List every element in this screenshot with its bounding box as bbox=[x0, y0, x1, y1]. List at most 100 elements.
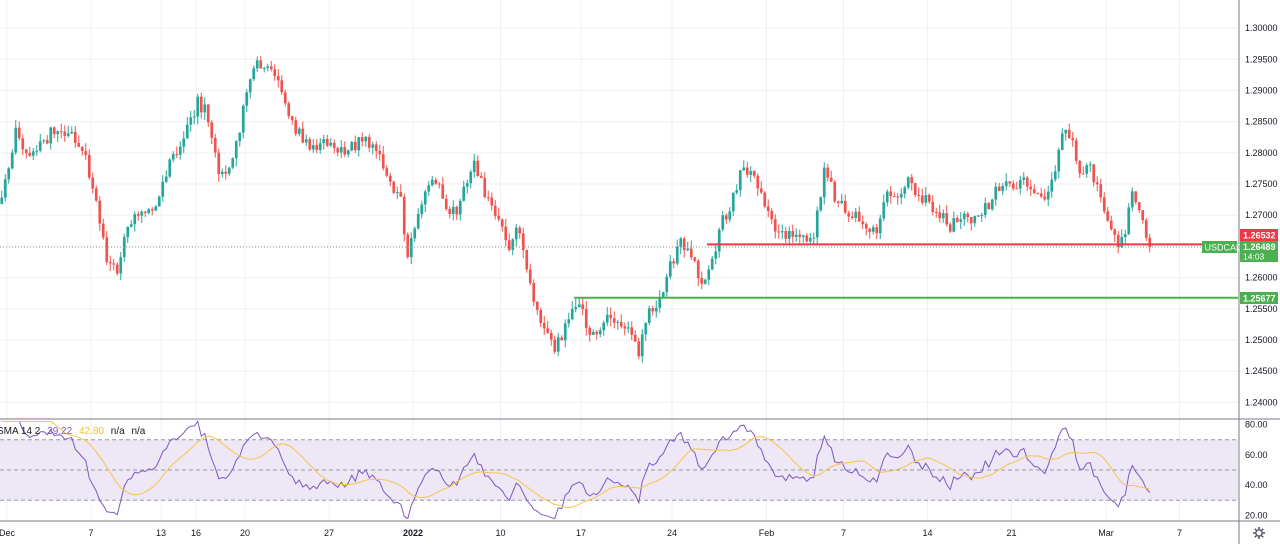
price-tick-label: 1.26000 bbox=[1245, 273, 1278, 283]
rsi-legend-label: SMA 14 2 39.22 42.80 n/a n/a bbox=[0, 426, 146, 437]
candle-body bbox=[1134, 191, 1138, 203]
candle bbox=[371, 141, 375, 155]
candle bbox=[514, 223, 518, 247]
candle bbox=[479, 172, 483, 179]
candle bbox=[245, 89, 249, 112]
candle-body bbox=[899, 193, 903, 198]
candle bbox=[308, 136, 312, 152]
candle-body bbox=[518, 227, 522, 234]
candle-body bbox=[1106, 211, 1110, 221]
candle-body bbox=[1008, 181, 1012, 184]
candle-body bbox=[157, 196, 161, 207]
candle bbox=[605, 307, 609, 326]
candle bbox=[847, 210, 851, 222]
candle-body bbox=[1081, 173, 1085, 175]
candle bbox=[14, 119, 18, 155]
candle bbox=[388, 172, 392, 187]
candle-body bbox=[556, 337, 560, 352]
candle-body bbox=[1074, 140, 1078, 161]
rsi-pane[interactable] bbox=[0, 420, 1238, 520]
candle bbox=[91, 172, 95, 194]
candle-body bbox=[833, 181, 837, 202]
candle-body bbox=[1032, 189, 1036, 194]
candle bbox=[553, 335, 557, 355]
candle-body bbox=[213, 137, 217, 153]
candle-body bbox=[752, 171, 756, 176]
candle bbox=[367, 134, 371, 153]
candle-body bbox=[122, 237, 126, 258]
candle-body bbox=[434, 179, 438, 184]
candle-body bbox=[927, 195, 931, 202]
candle bbox=[906, 176, 910, 190]
candle bbox=[63, 125, 67, 142]
candle-body bbox=[490, 197, 494, 206]
candle-body bbox=[469, 171, 473, 184]
candles[interactable] bbox=[0, 56, 1152, 363]
candle bbox=[332, 139, 336, 154]
candle-body bbox=[448, 208, 452, 214]
candle-body bbox=[651, 308, 655, 312]
candle-body bbox=[906, 177, 910, 188]
candle bbox=[500, 218, 504, 232]
candle bbox=[441, 177, 445, 199]
candle bbox=[7, 166, 11, 184]
time-tick-label: 7 bbox=[1177, 528, 1182, 538]
candle-body bbox=[616, 321, 620, 323]
candle bbox=[1001, 182, 1005, 196]
support-label: 1.25677 bbox=[1243, 294, 1276, 304]
candle bbox=[234, 139, 238, 167]
candle-body bbox=[171, 154, 175, 160]
candle bbox=[882, 194, 886, 222]
candle bbox=[1137, 202, 1141, 213]
candle bbox=[714, 244, 718, 265]
candle bbox=[1018, 175, 1022, 195]
candle bbox=[822, 162, 826, 205]
candle bbox=[784, 227, 788, 243]
resistance-label: 1.26532 bbox=[1243, 231, 1276, 241]
candle bbox=[24, 148, 28, 159]
candle-body bbox=[1015, 188, 1019, 190]
candle bbox=[581, 297, 585, 316]
candle bbox=[322, 134, 326, 150]
candle-body bbox=[66, 133, 70, 136]
candle bbox=[294, 116, 298, 137]
candle bbox=[49, 126, 53, 150]
candle bbox=[675, 239, 679, 266]
candle-body bbox=[878, 218, 882, 234]
candle-body bbox=[724, 215, 728, 220]
candle-body bbox=[1102, 197, 1106, 212]
candle bbox=[976, 214, 980, 218]
horizontal-levels[interactable] bbox=[0, 243, 1280, 420]
candle-body bbox=[637, 341, 641, 357]
rsi-tick-label: 40.00 bbox=[1245, 480, 1268, 490]
candle bbox=[997, 183, 1001, 192]
candle-body bbox=[801, 235, 805, 237]
candle bbox=[38, 133, 42, 153]
candle-body bbox=[924, 195, 928, 203]
candle-body bbox=[759, 188, 763, 193]
time-axis[interactable]: Dec 7 13 16 20 27 2022 10 17 24 Feb 7 14 21 Mar 7 bbox=[0, 520, 1280, 538]
settings-gear-icon[interactable] bbox=[1253, 527, 1265, 539]
time-tick-label: 14 bbox=[922, 528, 932, 538]
candle-body bbox=[654, 307, 658, 312]
candle bbox=[710, 255, 714, 271]
candle-body bbox=[934, 211, 938, 213]
candle bbox=[157, 195, 161, 207]
candle-body bbox=[892, 196, 896, 198]
last-price-bg bbox=[1240, 240, 1278, 262]
candle bbox=[1060, 128, 1064, 151]
grid bbox=[0, 0, 1238, 520]
candle-body bbox=[332, 142, 336, 149]
candle-body bbox=[245, 92, 249, 106]
candle-body bbox=[185, 124, 189, 139]
candle-body bbox=[112, 263, 116, 265]
candle bbox=[143, 211, 147, 218]
candle-body bbox=[945, 213, 949, 225]
candle bbox=[532, 279, 536, 307]
candle bbox=[297, 126, 301, 137]
candle bbox=[626, 321, 630, 334]
price-axis[interactable]: 1.30000 1.29500 1.29000 1.28500 1.28000 1.275… bbox=[1238, 0, 1278, 544]
candle bbox=[1032, 184, 1036, 194]
